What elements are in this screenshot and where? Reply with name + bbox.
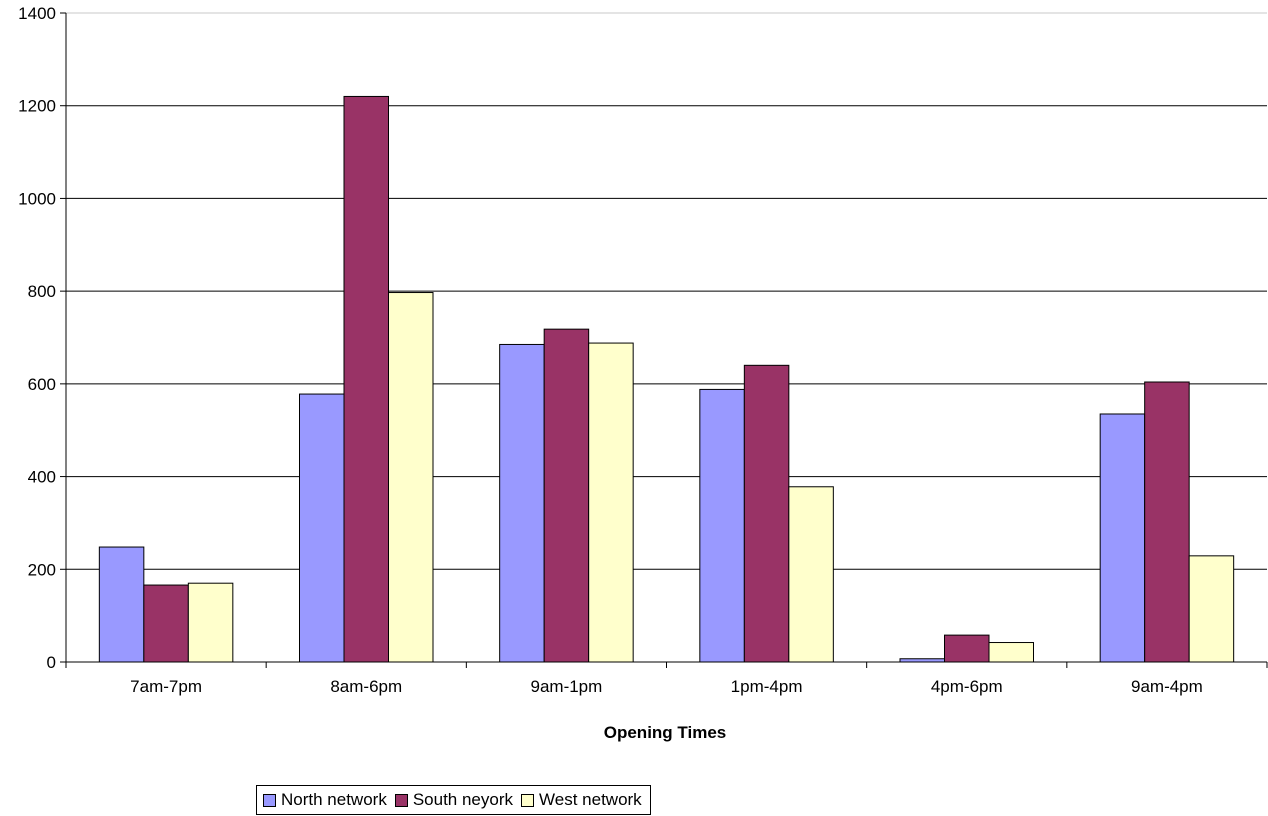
bar-north-network bbox=[1099, 413, 1146, 663]
y-tick-label: 600 bbox=[28, 375, 56, 394]
x-axis-title: Opening Times bbox=[604, 723, 727, 742]
y-tick-label: 1400 bbox=[18, 4, 56, 23]
axes bbox=[60, 12, 1268, 668]
legend-label: North network bbox=[281, 790, 387, 809]
bar-south-neyork bbox=[944, 634, 990, 663]
x-tick-label: 7am-7pm bbox=[130, 677, 202, 696]
bar-west-network bbox=[187, 582, 234, 663]
bar-south-neyork bbox=[143, 584, 189, 663]
legend-label: South neyork bbox=[412, 790, 514, 809]
y-tick-label: 200 bbox=[28, 560, 56, 579]
bar-north-network bbox=[699, 388, 745, 663]
x-tick-labels: 7am-7pm 8am-6pm 9am-1pm 1pm-4pm 4pm-6pm 9am-4… bbox=[130, 677, 1203, 696]
bar-west-network bbox=[988, 642, 1034, 663]
bar-south-neyork bbox=[343, 95, 389, 663]
x-tick-label: 9am-4pm bbox=[1131, 677, 1203, 696]
bar-north-network bbox=[299, 393, 345, 663]
legend-swatch-north-network bbox=[263, 793, 276, 807]
y-tick-label: 400 bbox=[28, 468, 56, 487]
x-tick-label: 1pm-4pm bbox=[731, 677, 803, 696]
legend: North network South neyork West network bbox=[256, 785, 651, 815]
y-tick-label: 1200 bbox=[18, 97, 56, 116]
legend-item-south-neyork: South neyork bbox=[394, 790, 514, 810]
bar-west-network bbox=[788, 486, 834, 663]
legend-item-west-network: West network bbox=[521, 790, 642, 810]
x-tick-label: 9am-1pm bbox=[531, 677, 603, 696]
y-tick-label: 0 bbox=[47, 653, 56, 672]
legend-swatch-west-network bbox=[521, 793, 535, 807]
y-tick-labels: 0 200 400 600 800 1000 1200 1400 bbox=[18, 4, 56, 672]
legend-swatch-south-neyork bbox=[394, 793, 408, 807]
x-tick-label: 8am-6pm bbox=[330, 677, 402, 696]
y-tick-label: 800 bbox=[28, 282, 56, 301]
bar-north-network bbox=[98, 546, 145, 663]
bar-west-network bbox=[588, 342, 634, 663]
y-tick-label: 1000 bbox=[18, 189, 56, 208]
x-tick-label: 4pm-6pm bbox=[931, 677, 1003, 696]
bar-chart: 0 200 400 600 800 1000 1200 1400 7am-7pm 8am-6pm… bbox=[18, 4, 1268, 742]
bar-north-network bbox=[499, 343, 545, 663]
legend-item-north-network: North network bbox=[263, 790, 387, 810]
bar-south-neyork bbox=[543, 328, 590, 663]
bar-south-neyork bbox=[1144, 381, 1190, 663]
bars bbox=[98, 95, 1235, 663]
gridlines bbox=[66, 12, 1267, 570]
bar-south-neyork bbox=[743, 364, 790, 663]
bar-west-network bbox=[1188, 555, 1235, 663]
bar-west-network bbox=[388, 292, 434, 663]
legend-label: West network bbox=[539, 790, 642, 809]
